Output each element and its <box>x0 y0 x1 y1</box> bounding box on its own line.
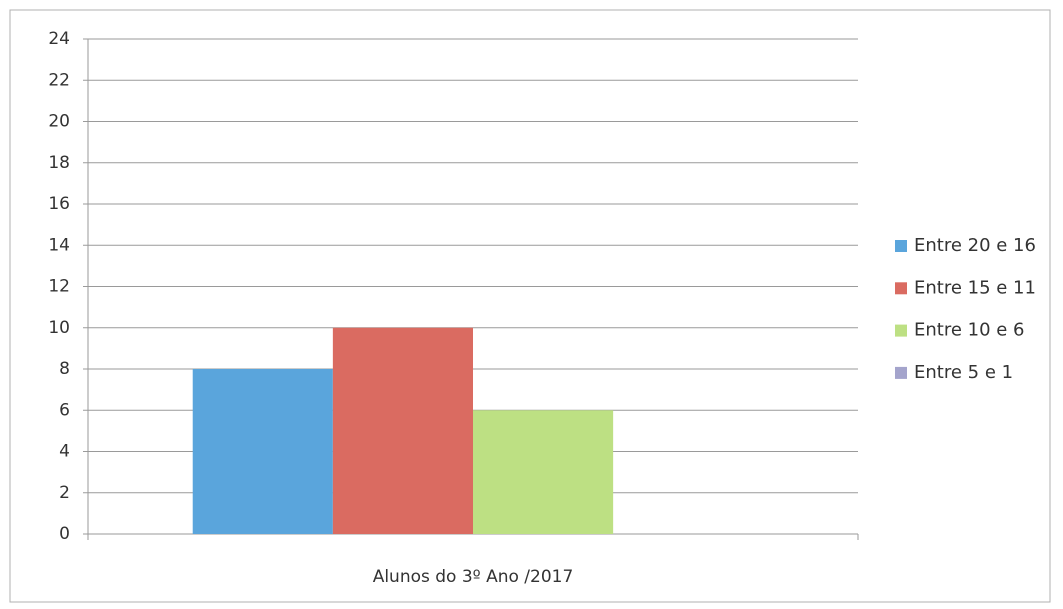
y-tick-label: 20 <box>48 112 70 132</box>
y-tick-label: 0 <box>59 524 70 544</box>
y-tick-label: 12 <box>48 277 70 297</box>
y-tick-label: 10 <box>48 318 70 338</box>
y-tick-label: 2 <box>59 483 70 503</box>
legend-swatch <box>895 324 907 337</box>
y-tick-label: 22 <box>48 70 70 90</box>
legend-swatch <box>895 282 907 295</box>
x-tick-label: Alunos do 3º Ano /2017 <box>373 567 574 587</box>
bar <box>473 410 614 534</box>
legend-swatch <box>895 240 907 252</box>
bar <box>332 327 473 534</box>
legend-label: Entre 15 e 11 <box>914 277 1036 298</box>
legend-swatch <box>895 366 907 379</box>
legend-label: Entre 20 e 16 <box>914 235 1036 256</box>
y-tick-label: 24 <box>48 29 70 49</box>
legend-label: Entre 10 e 6 <box>914 320 1025 341</box>
bar <box>192 369 333 534</box>
y-tick-label: 18 <box>48 153 70 173</box>
y-tick-label: 16 <box>48 194 70 214</box>
y-tick-label: 4 <box>59 442 70 462</box>
legend-label: Entre 5 e 1 <box>914 362 1013 383</box>
y-tick-label: 6 <box>59 400 70 420</box>
y-tick-label: 8 <box>59 359 70 379</box>
y-tick-label: 14 <box>48 235 70 255</box>
